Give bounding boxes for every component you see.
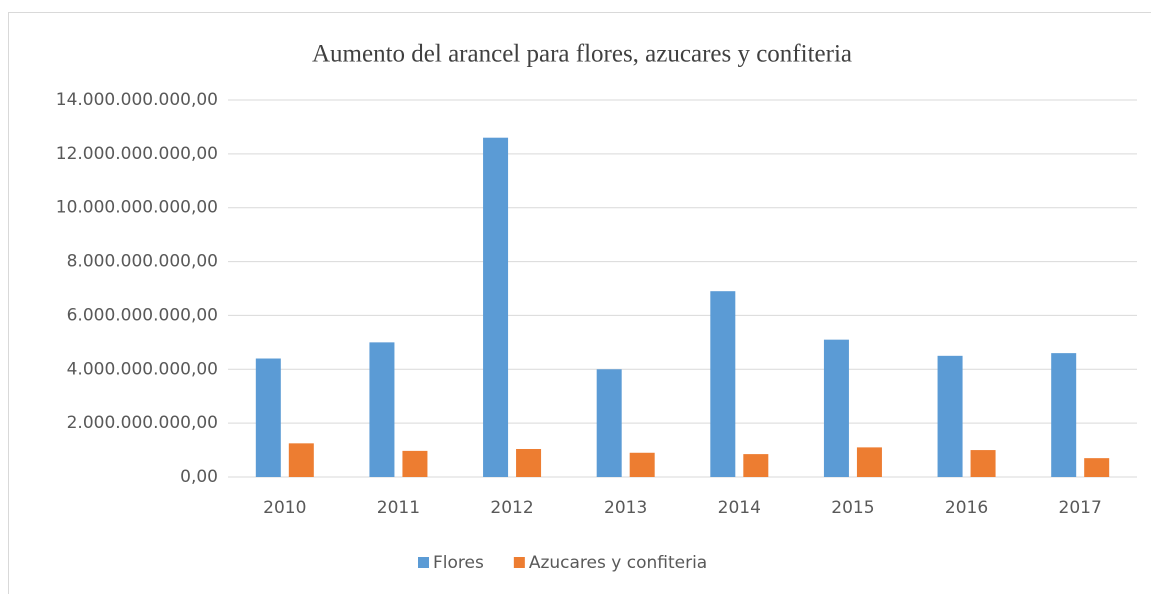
y-tick-label: 8.000.000.000,00 [67, 252, 218, 272]
bar [516, 448, 542, 477]
y-tick-label: 0,00 [180, 467, 218, 487]
x-tick-label: 2013 [604, 498, 647, 518]
x-tick-label: 2014 [718, 498, 761, 518]
bar [402, 450, 428, 477]
legend-swatch [418, 557, 429, 568]
bar [629, 452, 655, 477]
y-tick-label: 2.000.000.000,00 [67, 413, 218, 433]
bar [288, 443, 314, 477]
x-tick-label: 2012 [490, 498, 533, 518]
y-tick-label: 4.000.000.000,00 [67, 359, 218, 379]
bar [1084, 458, 1110, 477]
x-tick-label: 2010 [263, 498, 306, 518]
bar [255, 358, 281, 477]
legend-label: Azucares y confiteria [529, 553, 707, 573]
y-tick-label: 14.000.000.000,00 [56, 90, 218, 110]
bar [937, 355, 963, 477]
y-tick-label: 10.000.000.000,00 [56, 198, 218, 218]
x-tick-label: 2017 [1059, 498, 1102, 518]
y-tick-label: 6.000.000.000,00 [67, 305, 218, 325]
legend-label: Flores [433, 553, 484, 573]
bar [369, 342, 395, 477]
x-tick-label: 2011 [377, 498, 420, 518]
chart-frame [8, 12, 1151, 594]
bar [1051, 353, 1077, 477]
y-tick-label: 12.000.000.000,00 [56, 144, 218, 164]
bar [483, 137, 509, 477]
bar [743, 454, 769, 477]
bar [856, 447, 882, 477]
x-tick-label: 2015 [831, 498, 874, 518]
bar [970, 450, 996, 477]
bar [823, 339, 849, 477]
x-tick-label: 2016 [945, 498, 988, 518]
chart-title: Aumento del arancel para flores, azucare… [312, 41, 852, 68]
bar [596, 369, 622, 477]
bar [710, 291, 736, 477]
legend-swatch [513, 557, 525, 568]
